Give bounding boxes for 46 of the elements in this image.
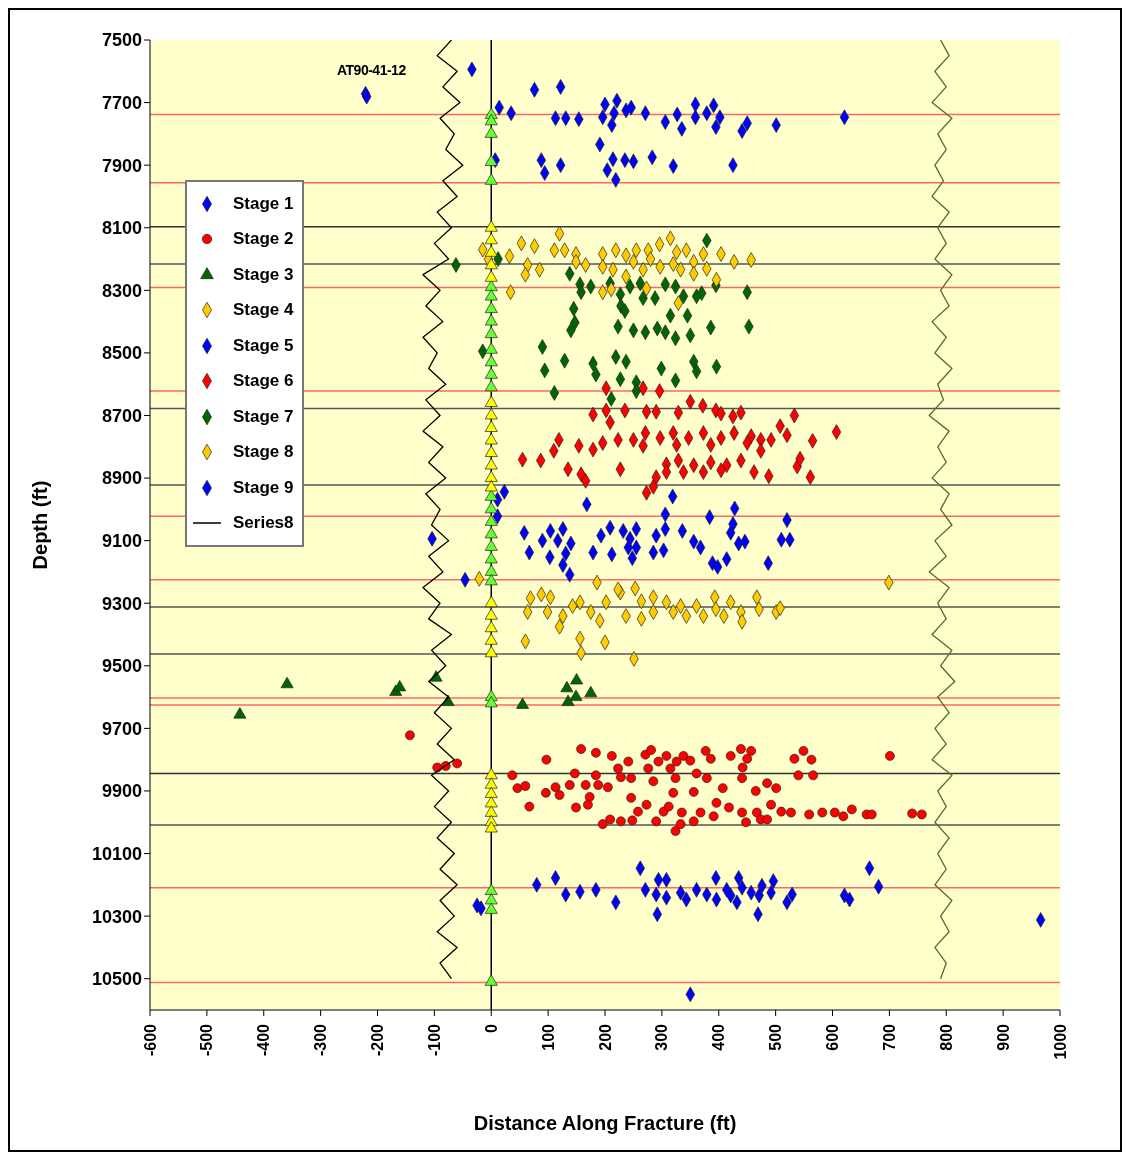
y-tick-label: 10100 — [91, 843, 142, 864]
x-tick-label: -600 — [141, 1023, 159, 1057]
x-tick-label: -300 — [312, 1023, 330, 1057]
x-tick-label: 700 — [880, 1023, 898, 1051]
y-axis-title: Depth (ft) — [29, 480, 52, 570]
legend-label: Series8 — [233, 513, 294, 534]
y-tick-label: 7900 — [101, 155, 142, 176]
x-tick-label: -500 — [198, 1023, 216, 1057]
legend-label: Stage 2 — [233, 229, 294, 250]
x-tick-label: -200 — [369, 1023, 386, 1057]
x-tick-label: 800 — [937, 1023, 955, 1051]
legend-label: Stage 5 — [233, 335, 294, 356]
y-tick-label: 9700 — [101, 718, 142, 739]
legend-label: Stage 9 — [233, 477, 294, 498]
x-axis-title: Distance Along Fracture (ft) — [473, 1112, 737, 1134]
x-tick-label: 600 — [824, 1023, 841, 1051]
y-tick-label: 10500 — [91, 969, 142, 990]
annotation: AT90-41-12 — [335, 62, 408, 78]
x-tick-label: 1000 — [1051, 1023, 1069, 1060]
x-tick-label: 500 — [767, 1023, 785, 1051]
legend-label: Stage 3 — [233, 264, 294, 285]
legend-label: Stage 6 — [233, 371, 294, 392]
y-tick-label: 7500 — [101, 30, 142, 51]
x-tick-label: 400 — [710, 1023, 728, 1051]
x-tick-label: -100 — [425, 1023, 443, 1057]
y-tick-label: 8500 — [101, 343, 142, 364]
legend-label: Stage 7 — [233, 406, 294, 427]
y-tick-label: 9900 — [101, 781, 142, 802]
x-tick-label: -400 — [255, 1023, 273, 1057]
y-tick-label: 9500 — [101, 656, 142, 677]
x-tick-label: 200 — [596, 1023, 614, 1051]
y-tick-label: 9300 — [101, 593, 142, 614]
y-tick-label: 10300 — [91, 906, 142, 927]
y-tick-label: 8700 — [101, 405, 142, 426]
y-tick-label: 8300 — [101, 280, 142, 301]
x-tick-label: 300 — [653, 1023, 671, 1051]
y-tick-label: 7700 — [101, 92, 142, 113]
x-tick-label: 900 — [994, 1023, 1012, 1051]
legend-label: Stage 8 — [233, 442, 294, 463]
legend-label: Stage 4 — [233, 300, 294, 321]
x-tick-label: 100 — [539, 1023, 557, 1051]
y-tick-label: 8900 — [101, 468, 142, 489]
y-tick-label: 9100 — [101, 531, 142, 552]
legend-label: Stage 1 — [233, 193, 294, 214]
x-tick-label: 0 — [482, 1023, 500, 1033]
y-tick-label: 8100 — [101, 218, 142, 239]
